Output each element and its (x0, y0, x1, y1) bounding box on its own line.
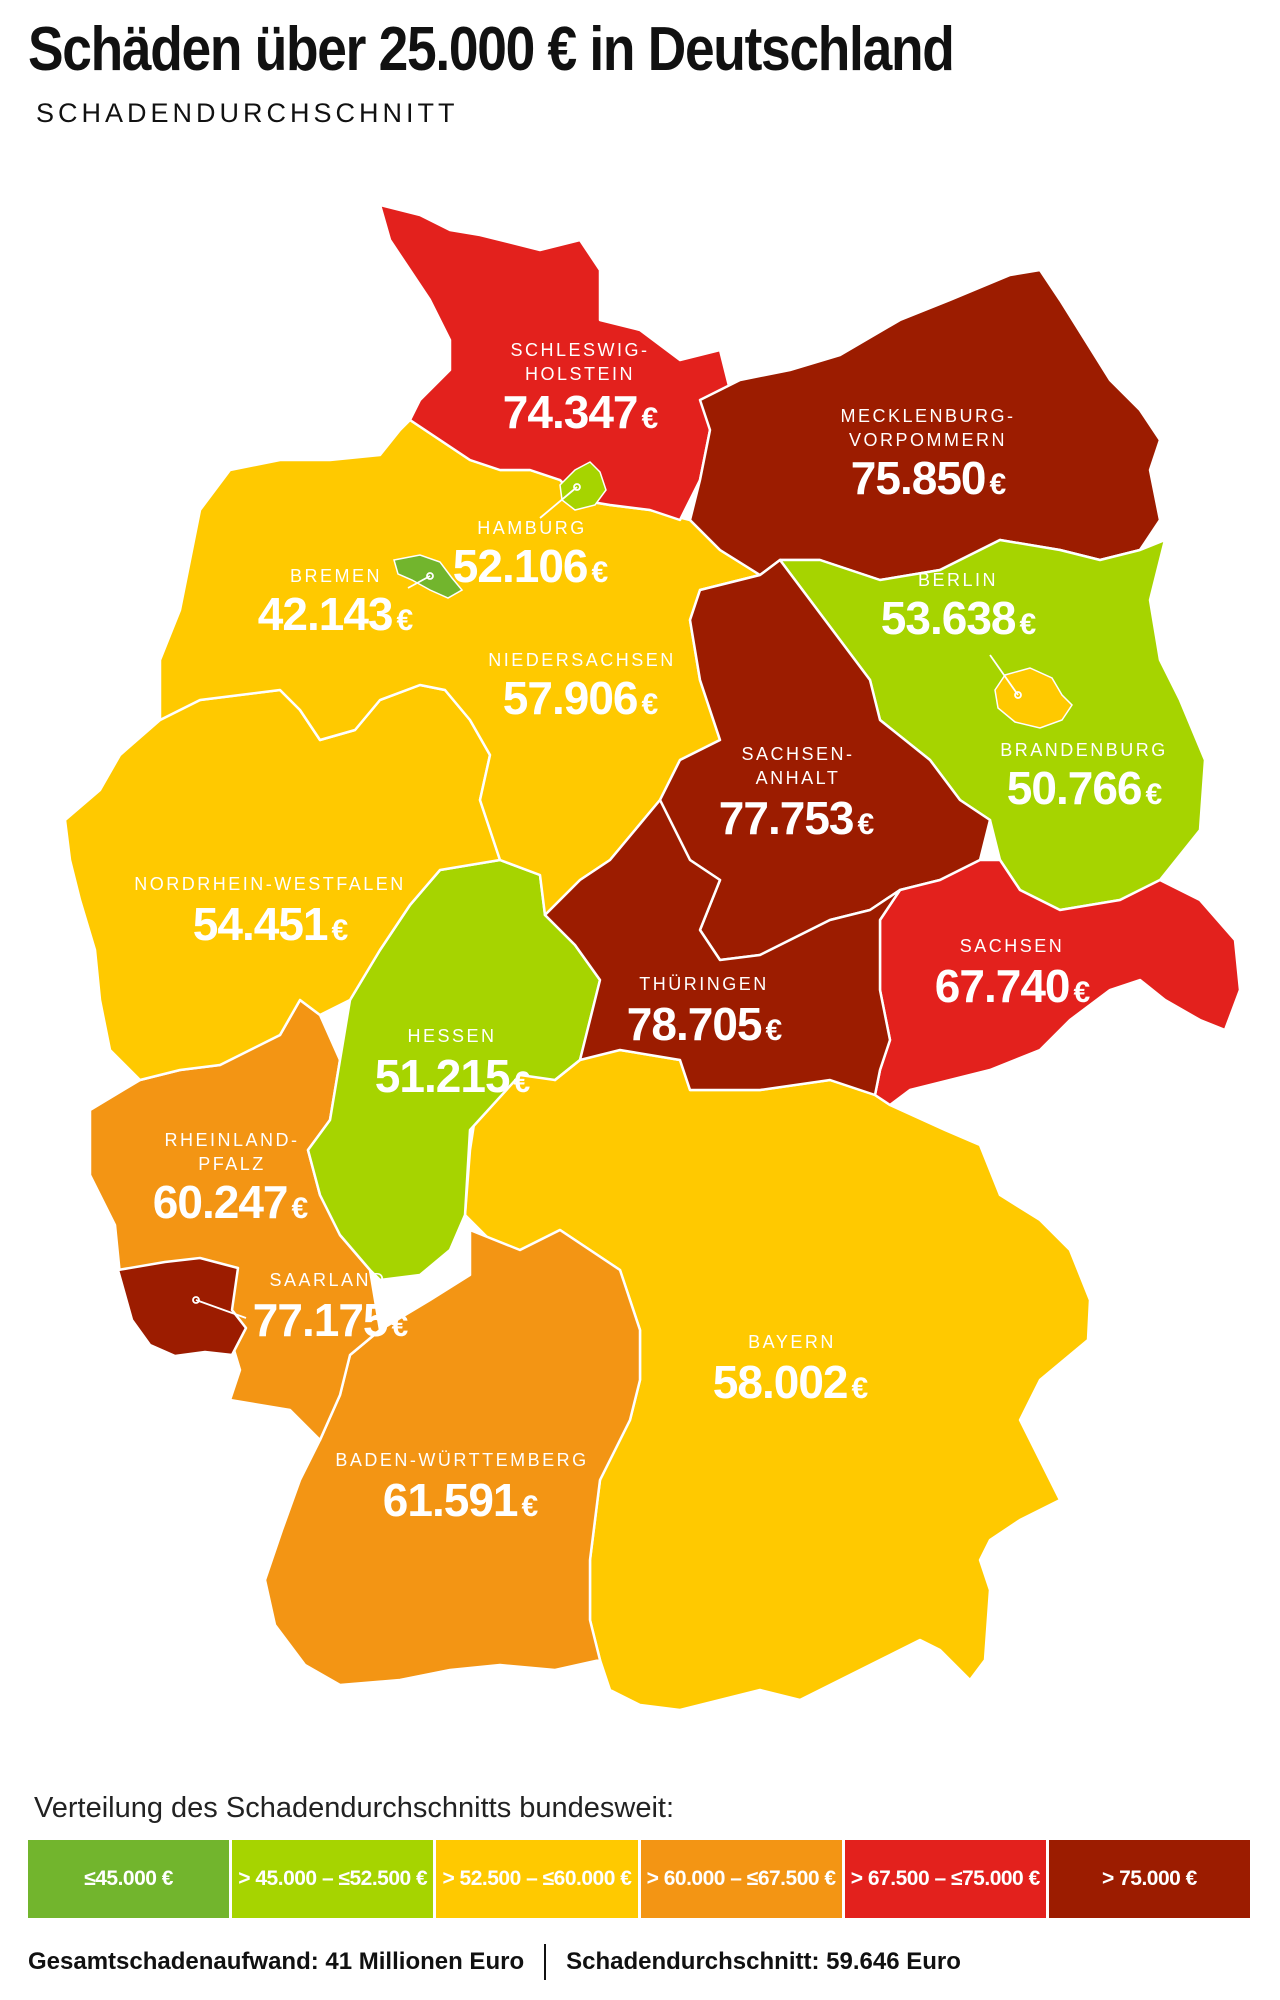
region-baden-wuerttemberg (263, 1228, 642, 1687)
legend-item: > 52.500 – ≤60.000 € (436, 1840, 638, 1918)
state-value: 77.753 € (719, 792, 875, 844)
region-berlin (994, 667, 1073, 729)
footer: Gesamtschadenaufwand: 41 Millionen Euro … (28, 1944, 961, 1980)
state-value: 78.705 € (627, 998, 783, 1050)
label-schleswig-holstein: SCHLESWIG- HOLSTEIN 74.347 € (503, 340, 660, 438)
legend-heading: Verteilung des Schadendurchschnitts bund… (34, 1792, 675, 1824)
bremen-leader (407, 572, 434, 589)
legend-item: > 75.000 € (1048, 1840, 1251, 1918)
state-name: PFALZ (198, 1154, 266, 1174)
label-mecklenburg-vorpommern: MECKLENBURG- VORPOMMERN 75.850 € (840, 406, 1015, 504)
label-berlin: BERLIN 53.638 € (881, 570, 1038, 644)
germany-map: SCHLESWIG- HOLSTEIN 74.347 € MECKLENBURG-… (63, 203, 1242, 1712)
state-name: ANHALT (756, 768, 841, 788)
state-name: HOLSTEIN (525, 364, 635, 384)
legend-item: > 45.000 – ≤52.500 € (232, 1840, 434, 1918)
state-value: 57.906 € (503, 672, 659, 724)
region-thueringen (543, 798, 902, 1097)
state-value: 42.143 € (258, 588, 414, 640)
state-value: 52.106 € (453, 540, 609, 592)
state-name: VORPOMMERN (849, 430, 1007, 450)
state-name: SCHLESWIG- (510, 340, 649, 360)
state-name: SACHSEN- (741, 744, 854, 764)
label-niedersachsen: NIEDERSACHSEN 57.906 € (488, 650, 676, 724)
region-saarland (116, 1256, 248, 1358)
footer-divider (544, 1944, 547, 1980)
state-value: 75.850 € (851, 452, 1007, 504)
berlin-leader (989, 654, 1022, 699)
state-name: HESSEN (407, 1026, 496, 1046)
state-name: SACHSEN (960, 936, 1065, 956)
label-sachsen-anhalt: SACHSEN- ANHALT 77.753 € (719, 744, 876, 844)
state-name: BADEN-WÜRTTEMBERG (335, 1450, 588, 1470)
label-hamburg: HAMBURG 52.106 € (453, 518, 610, 592)
legend-item: > 67.500 – ≤75.000 € (844, 1840, 1046, 1918)
label-rheinland-pfalz: RHEINLAND- PFALZ 60.247 € (153, 1130, 310, 1228)
legend-item: ≤45.000 € (28, 1840, 230, 1918)
page-title: Schäden über 25.000 € in Deutschland (28, 15, 955, 84)
label-bremen: BREMEN 42.143 € (258, 566, 415, 640)
state-value: 51.215 € (375, 1050, 531, 1102)
state-value: 50.766 € (1007, 762, 1163, 814)
label-thueringen: THÜRINGEN 78.705 € (627, 974, 784, 1050)
average-damage: Schadendurchschnitt: 59.646 Euro (566, 1948, 961, 1975)
state-value: 67.740 € (935, 960, 1091, 1012)
state-name: MECKLENBURG- (840, 406, 1015, 426)
state-name: HAMBURG (477, 518, 587, 538)
label-sachsen: SACHSEN 67.740 € (935, 936, 1092, 1012)
state-name: THÜRINGEN (639, 974, 769, 994)
state-name: BERLIN (918, 570, 998, 590)
state-name: NORDRHEIN-WESTFALEN (134, 874, 406, 894)
region-mecklenburg-vorpommern (688, 268, 1162, 582)
state-value: 54.451 € (193, 898, 349, 950)
state-value: 53.638 € (881, 592, 1037, 644)
saarland-leader (192, 1296, 247, 1319)
label-saarland: SAARLAND 77.175 € (253, 1270, 410, 1346)
state-value: 74.347 € (503, 386, 659, 438)
label-brandenburg: BRANDENBURG 50.766 € (1000, 740, 1168, 814)
state-value: 58.002 € (713, 1356, 869, 1408)
state-value: 77.175 € (253, 1294, 409, 1346)
legend-item: > 60.000 – ≤67.500 € (640, 1840, 842, 1918)
region-hamburg (559, 461, 607, 511)
state-name: BRANDENBURG (1000, 740, 1168, 760)
state-name: BREMEN (290, 566, 382, 586)
region-schleswig-holstein (378, 203, 732, 522)
state-value: 61.591 € (383, 1474, 539, 1526)
total-damage: Gesamtschadenaufwand: 41 Millionen Euro (28, 1948, 525, 1975)
hamburg-leader (539, 483, 581, 519)
state-name: BAYERN (748, 1332, 836, 1352)
legend: ≤45.000 € > 45.000 – ≤52.500 € > 52.500 … (28, 1840, 1251, 1918)
state-value: 60.247 € (153, 1176, 309, 1228)
label-hessen: HESSEN 51.215 € (375, 1026, 532, 1102)
state-name: RHEINLAND- (164, 1130, 299, 1150)
page-subtitle: SCHADENDURCHSCHNITT (36, 98, 459, 128)
label-bayern: BAYERN 58.002 € (713, 1332, 870, 1408)
label-nordrhein-westfalen: NORDRHEIN-WESTFALEN 54.451 € (134, 874, 406, 950)
state-name: NIEDERSACHSEN (488, 650, 676, 670)
label-baden-wuerttemberg: BADEN-WÜRTTEMBERG 61.591 € (335, 1450, 588, 1526)
state-name: SAARLAND (269, 1270, 386, 1290)
